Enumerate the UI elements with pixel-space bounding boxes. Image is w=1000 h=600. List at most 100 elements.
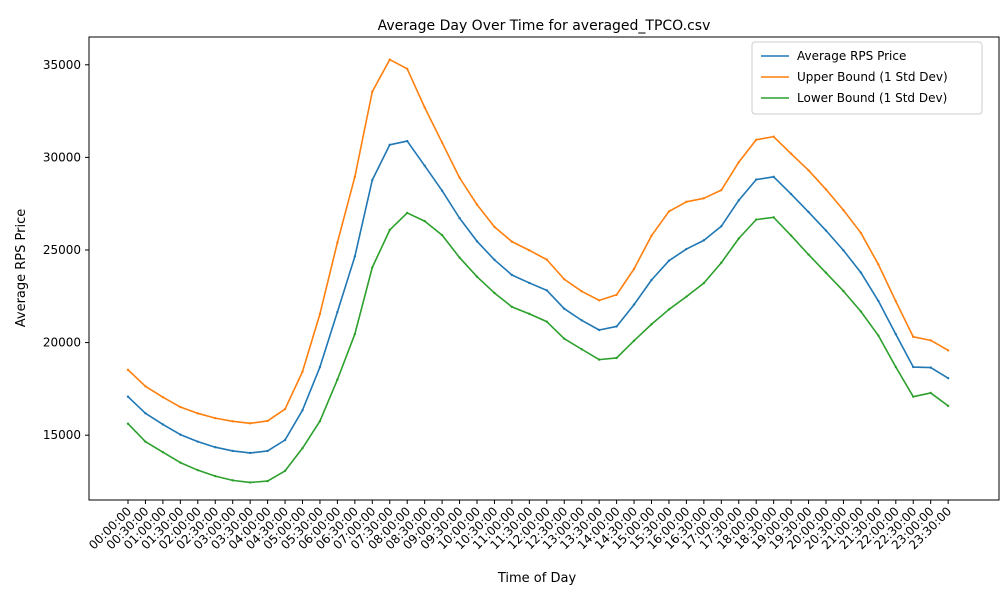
data-point bbox=[807, 210, 810, 214]
plot-frame bbox=[88, 36, 1000, 501]
data-point bbox=[266, 419, 269, 423]
data-point bbox=[737, 199, 740, 202]
data-point bbox=[423, 164, 426, 167]
data-point bbox=[214, 416, 217, 420]
data-point bbox=[423, 106, 426, 109]
data-point bbox=[248, 422, 252, 425]
data-point bbox=[563, 278, 566, 281]
data-point bbox=[353, 332, 357, 336]
data-point bbox=[318, 419, 322, 423]
data-point bbox=[789, 192, 793, 196]
data-point bbox=[144, 385, 147, 388]
data-point bbox=[702, 281, 706, 285]
data-point bbox=[371, 266, 374, 269]
data-point bbox=[214, 446, 217, 449]
data-point bbox=[318, 312, 322, 316]
data-point bbox=[231, 449, 234, 453]
data-point bbox=[196, 412, 199, 415]
x-axis: 00:00:0000:30:0001:00:0001:30:0002:00:00… bbox=[86, 500, 954, 552]
data-point bbox=[597, 358, 601, 361]
data-point bbox=[737, 237, 740, 240]
data-point bbox=[912, 395, 915, 398]
y-tick-label: 25000 bbox=[43, 243, 81, 257]
data-point bbox=[458, 256, 461, 259]
data-point bbox=[283, 438, 287, 442]
data-point bbox=[755, 218, 758, 221]
data-point bbox=[266, 449, 269, 453]
data-point bbox=[528, 281, 531, 285]
data-point bbox=[423, 219, 426, 223]
data-point bbox=[353, 255, 357, 258]
y-tick-label: 30000 bbox=[43, 150, 81, 164]
legend: Average RPS Price Upper Bound (1 Std Dev)… bbox=[751, 41, 983, 115]
data-point bbox=[807, 169, 810, 172]
data-point bbox=[772, 216, 775, 219]
data-point bbox=[510, 305, 514, 309]
data-point bbox=[563, 337, 566, 340]
data-point bbox=[301, 408, 304, 412]
data-point bbox=[493, 258, 496, 261]
series-line-2 bbox=[127, 212, 949, 484]
data-point bbox=[650, 278, 653, 282]
data-point bbox=[702, 197, 706, 200]
data-point bbox=[336, 241, 339, 244]
data-point bbox=[301, 370, 304, 373]
data-point bbox=[144, 412, 147, 415]
data-point bbox=[301, 446, 304, 450]
data-point bbox=[946, 349, 950, 352]
data-point bbox=[946, 376, 950, 380]
data-point bbox=[720, 188, 723, 192]
data-point bbox=[563, 307, 566, 310]
data-point bbox=[615, 356, 618, 360]
data-point bbox=[859, 310, 863, 313]
data-point bbox=[161, 423, 165, 426]
data-point bbox=[650, 323, 653, 326]
data-point bbox=[161, 396, 165, 399]
y-axis: 15000 20000 25000 30000 35000 bbox=[43, 58, 89, 442]
data-point bbox=[894, 365, 897, 369]
data-point bbox=[336, 378, 339, 381]
data-point bbox=[929, 391, 932, 395]
data-point bbox=[929, 366, 932, 369]
data-point bbox=[283, 469, 287, 473]
data-point bbox=[266, 479, 269, 483]
data-point bbox=[371, 90, 374, 93]
data-point bbox=[615, 293, 618, 296]
data-point bbox=[597, 299, 601, 302]
data-point bbox=[440, 141, 444, 144]
data-point bbox=[789, 152, 793, 155]
data-point bbox=[667, 308, 671, 311]
data-point bbox=[755, 138, 758, 141]
data-point bbox=[126, 395, 130, 398]
series-line-1 bbox=[127, 58, 949, 425]
data-point bbox=[667, 259, 671, 262]
data-point bbox=[580, 348, 583, 351]
data-point bbox=[475, 275, 479, 278]
data-point bbox=[632, 339, 636, 342]
data-point bbox=[842, 289, 845, 293]
data-point bbox=[248, 481, 252, 484]
data-point bbox=[824, 271, 828, 274]
data-point bbox=[336, 310, 339, 314]
data-point bbox=[371, 178, 374, 182]
data-point bbox=[842, 249, 845, 252]
data-point bbox=[824, 188, 828, 191]
legend-label: Upper Bound (1 Std Dev) bbox=[797, 70, 948, 84]
chart-title: Average Day Over Time for averaged_TPCO.… bbox=[378, 18, 711, 34]
data-point bbox=[440, 233, 444, 237]
data-point bbox=[789, 234, 793, 237]
data-point bbox=[126, 368, 130, 371]
data-point bbox=[406, 139, 409, 143]
data-point bbox=[283, 407, 287, 411]
data-point bbox=[859, 231, 863, 235]
data-point bbox=[772, 135, 775, 138]
data-point bbox=[545, 320, 548, 323]
data-point bbox=[807, 253, 810, 256]
data-point bbox=[615, 325, 618, 328]
data-point bbox=[685, 247, 688, 251]
data-point bbox=[179, 461, 182, 464]
data-point bbox=[894, 333, 897, 336]
data-point bbox=[214, 474, 217, 478]
series-line-0 bbox=[127, 140, 949, 454]
data-point bbox=[388, 143, 391, 146]
